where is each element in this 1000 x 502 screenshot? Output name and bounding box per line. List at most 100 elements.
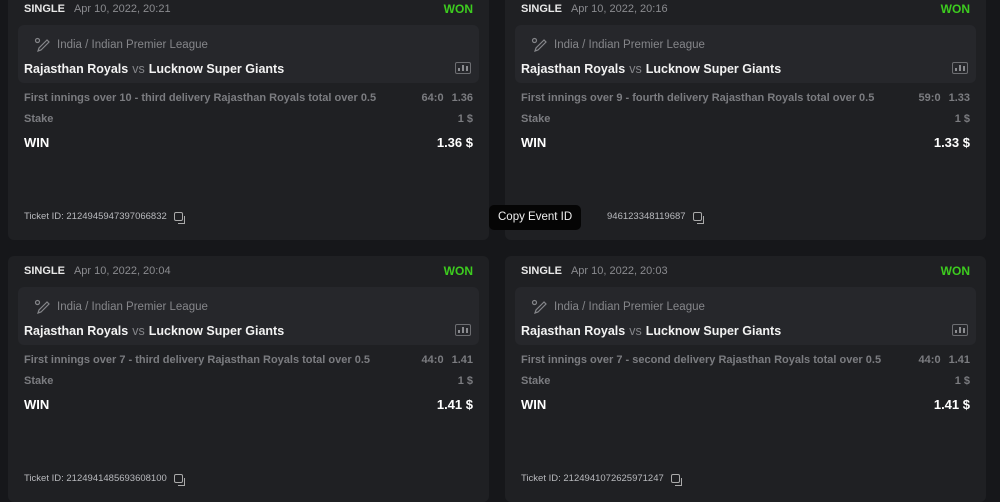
ticket-id: Ticket ID: 2124941485693608100 <box>24 473 185 486</box>
odds: 1.33 <box>948 92 970 104</box>
vs-label: vs <box>132 62 145 76</box>
bet-date: Apr 10, 2022, 20:21 <box>73 3 171 15</box>
score: 59:0 <box>918 92 941 104</box>
status-badge: WON <box>443 264 473 278</box>
stake-label: Stake <box>521 375 551 387</box>
ticket-id-text: Ticket ID: 2124941072625971247 <box>521 473 664 484</box>
selection-row: First innings over 10 - third delivery R… <box>24 91 473 105</box>
bet-details: First innings over 7 - third delivery Ra… <box>24 353 473 413</box>
selection-row: First innings over 7 - third delivery Ra… <box>24 353 473 367</box>
bet-ticket-card: SINGLE Apr 10, 2022, 20:04 WON India / I… <box>8 256 489 502</box>
win-label: WIN <box>521 135 547 150</box>
win-label: WIN <box>521 397 547 412</box>
league-name: India / Indian Premier League <box>57 39 208 51</box>
ticket-header: SINGLE Apr 10, 2022, 20:21 WON <box>24 2 473 16</box>
cricket-bat-icon <box>531 37 547 52</box>
stake-row: Stake 1 $ <box>24 374 473 388</box>
stake-label: Stake <box>521 113 551 125</box>
statistics-icon[interactable] <box>952 324 968 336</box>
bet-date: Apr 10, 2022, 20:16 <box>570 3 668 15</box>
league: India / Indian Premier League <box>34 299 208 315</box>
odds: 1.41 <box>948 354 970 366</box>
stake-value: 1 $ <box>457 375 473 387</box>
stake-label: Stake <box>24 113 54 125</box>
bet-type: SINGLE <box>521 3 562 15</box>
event-box[interactable]: India / Indian Premier League Rajasthan … <box>515 25 976 83</box>
win-value: 1.36 $ <box>436 135 473 150</box>
win-value: 1.41 $ <box>933 397 970 412</box>
league: India / Indian Premier League <box>531 299 705 315</box>
event-box[interactable]: India / Indian Premier League Rajasthan … <box>18 25 479 83</box>
match-teams: Rajasthan Royals vs Lucknow Super Giants <box>521 324 942 338</box>
ticket-header: SINGLE Apr 10, 2022, 20:03 WON <box>521 264 970 278</box>
selection-row: First innings over 9 - fourth delivery R… <box>521 91 970 105</box>
event-box[interactable]: India / Indian Premier League Rajasthan … <box>515 287 976 345</box>
copy-event-id-tooltip: Copy Event ID <box>489 205 582 230</box>
bet-date: Apr 10, 2022, 20:03 <box>570 265 668 277</box>
bet-date: Apr 10, 2022, 20:04 <box>73 265 171 277</box>
bet-ticket-card: SINGLE Apr 10, 2022, 20:21 WON India / I… <box>8 0 489 240</box>
selection-row: First innings over 7 - second delivery R… <box>521 353 970 367</box>
stake-value: 1 $ <box>457 113 473 125</box>
statistics-icon[interactable] <box>455 324 471 336</box>
bet-type: SINGLE <box>24 265 65 277</box>
ticket-id-text: Ticket ID: 2124941485693608100 <box>24 473 167 484</box>
ticket-id-text: Ticket ID: 2124945947397066832 <box>24 211 167 222</box>
ticket-header: SINGLE Apr 10, 2022, 20:04 WON <box>24 264 473 278</box>
stake-row: Stake 1 $ <box>521 112 970 126</box>
ticket-id-text: 946123348119687 <box>607 211 686 222</box>
selection-name: First innings over 9 - fourth delivery R… <box>521 92 875 104</box>
win-value: 1.33 $ <box>933 135 970 150</box>
copy-icon[interactable] <box>173 212 185 224</box>
bet-details: First innings over 9 - fourth delivery R… <box>521 91 970 151</box>
team-home: Rajasthan Royals <box>24 62 129 76</box>
status-badge: WON <box>940 2 970 16</box>
bet-details: First innings over 7 - second delivery R… <box>521 353 970 413</box>
ticket-id: 946123348119687 <box>521 211 704 224</box>
team-away: Lucknow Super Giants <box>148 324 285 338</box>
bet-ticket-card: SINGLE Apr 10, 2022, 20:03 WON India / I… <box>505 256 986 502</box>
team-away: Lucknow Super Giants <box>645 62 782 76</box>
win-row: WIN 1.41 $ <box>24 397 473 413</box>
match-teams: Rajasthan Royals vs Lucknow Super Giants <box>521 62 942 76</box>
vs-label: vs <box>629 62 642 76</box>
selection-name: First innings over 7 - third delivery Ra… <box>24 354 370 366</box>
statistics-icon[interactable] <box>455 62 471 74</box>
cricket-bat-icon <box>34 299 50 314</box>
bet-type: SINGLE <box>521 265 562 277</box>
copy-icon[interactable] <box>173 474 185 486</box>
win-row: WIN 1.33 $ <box>521 135 970 151</box>
team-away: Lucknow Super Giants <box>148 62 285 76</box>
league-name: India / Indian Premier League <box>554 39 705 51</box>
copy-icon[interactable] <box>692 212 704 224</box>
stake-label: Stake <box>24 375 54 387</box>
win-label: WIN <box>24 397 50 412</box>
event-box[interactable]: India / Indian Premier League Rajasthan … <box>18 287 479 345</box>
bet-ticket-card: SINGLE Apr 10, 2022, 20:16 WON India / I… <box>505 0 986 240</box>
match-teams: Rajasthan Royals vs Lucknow Super Giants <box>24 324 445 338</box>
bet-type: SINGLE <box>24 3 65 15</box>
score: 44:0 <box>421 354 444 366</box>
win-row: WIN 1.41 $ <box>521 397 970 413</box>
bet-details: First innings over 10 - third delivery R… <box>24 91 473 151</box>
cricket-bat-icon <box>531 299 547 314</box>
selection-name: First innings over 10 - third delivery R… <box>24 92 377 104</box>
league-name: India / Indian Premier League <box>554 301 705 313</box>
league: India / Indian Premier League <box>34 37 208 53</box>
score: 44:0 <box>918 354 941 366</box>
team-away: Lucknow Super Giants <box>645 324 782 338</box>
copy-icon[interactable] <box>670 474 682 486</box>
win-row: WIN 1.36 $ <box>24 135 473 151</box>
odds: 1.36 <box>451 92 473 104</box>
match-teams: Rajasthan Royals vs Lucknow Super Giants <box>24 62 445 76</box>
win-value: 1.41 $ <box>436 397 473 412</box>
league-name: India / Indian Premier League <box>57 301 208 313</box>
selection-name: First innings over 7 - second delivery R… <box>521 354 882 366</box>
team-home: Rajasthan Royals <box>521 324 626 338</box>
statistics-icon[interactable] <box>952 62 968 74</box>
team-home: Rajasthan Royals <box>24 324 129 338</box>
ticket-id: Ticket ID: 2124941072625971247 <box>521 473 682 486</box>
ticket-header: SINGLE Apr 10, 2022, 20:16 WON <box>521 2 970 16</box>
stake-value: 1 $ <box>954 113 970 125</box>
stake-value: 1 $ <box>954 375 970 387</box>
